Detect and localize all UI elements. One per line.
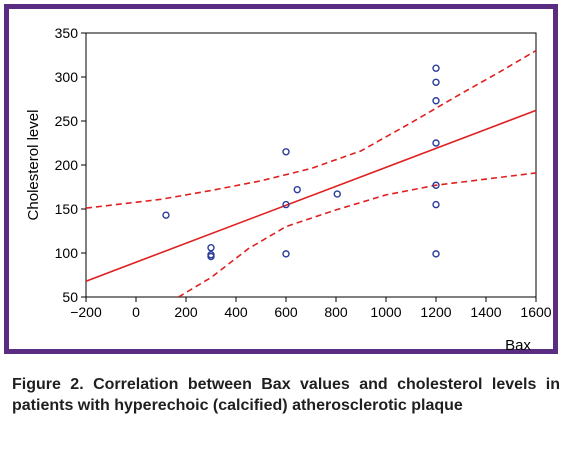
plot-area bbox=[85, 32, 537, 298]
x-axis-label: Bax bbox=[505, 337, 531, 354]
regression-line bbox=[86, 109, 536, 282]
data-point bbox=[282, 200, 290, 209]
x-tick-label: 1600 bbox=[520, 304, 551, 320]
scatter-chart: 50 100 150 200 250 300 350 −200 0 200 400 600 800 100… bbox=[25, 25, 552, 354]
x-tick-label: 800 bbox=[324, 304, 348, 320]
data-point bbox=[282, 250, 290, 258]
y-tick-label: 50 bbox=[62, 289, 78, 305]
data-point bbox=[293, 185, 301, 194]
data-point bbox=[207, 244, 215, 252]
x-tick-label: 0 bbox=[132, 304, 140, 320]
data-point bbox=[432, 64, 440, 72]
data-point bbox=[207, 252, 215, 261]
data-point bbox=[282, 148, 290, 156]
data-point bbox=[432, 250, 440, 258]
x-tick-label: 400 bbox=[224, 304, 248, 320]
x-tick-label: 600 bbox=[274, 304, 298, 320]
x-tick-label: 1200 bbox=[420, 304, 451, 320]
y-tick-label: 250 bbox=[55, 113, 79, 129]
lower-confidence-band bbox=[178, 172, 536, 297]
x-tick-label: 1000 bbox=[370, 304, 401, 320]
data-point bbox=[333, 190, 341, 198]
figure-caption: Figure 2. Correlation between Bax values… bbox=[12, 376, 560, 414]
data-point bbox=[432, 97, 440, 105]
data-point bbox=[432, 181, 440, 189]
y-tick-label: 150 bbox=[55, 201, 79, 217]
y-tick-label: 300 bbox=[55, 69, 79, 85]
x-tick-label: −200 bbox=[70, 304, 102, 320]
upper-confidence-band bbox=[86, 49, 536, 209]
data-point bbox=[432, 200, 440, 209]
y-axis-label: Cholesterol level bbox=[25, 110, 42, 221]
y-tick-label: 200 bbox=[55, 157, 79, 173]
data-point bbox=[432, 139, 440, 147]
y-tick-label: 100 bbox=[55, 245, 79, 261]
y-tick-label: 350 bbox=[55, 25, 79, 41]
data-point bbox=[432, 78, 440, 86]
data-point bbox=[162, 211, 170, 219]
x-tick-label: 1400 bbox=[470, 304, 501, 320]
x-tick-label: 200 bbox=[174, 304, 198, 320]
